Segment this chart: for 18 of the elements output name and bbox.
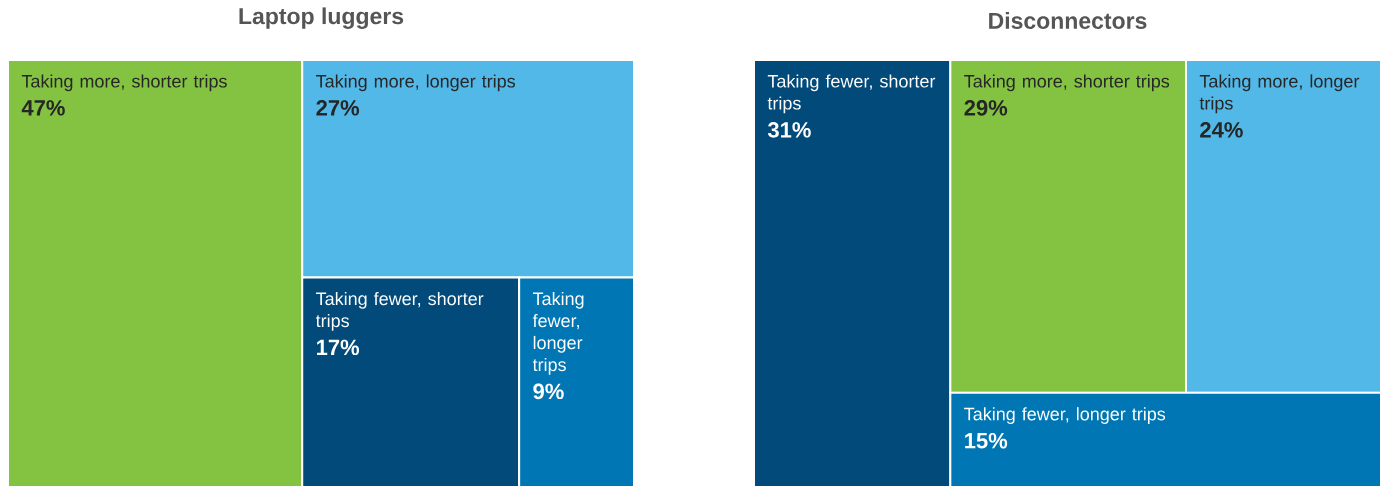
category-label: Taking fewer, longer trips	[964, 407, 1166, 424]
category-label: Taking more, shorter trips	[964, 74, 1170, 92]
data-label: 31%	[767, 122, 811, 138]
data-label: 47%	[21, 100, 65, 116]
category-label: Taking more, shorter trips	[21, 74, 227, 92]
category-label: Taking more, longer trips	[1199, 74, 1360, 114]
category-label: Taking fewer, shorter trips	[315, 291, 484, 331]
category-label: Taking fewer, longer trips	[532, 291, 584, 375]
text: Disconnectors	[989, 12, 1147, 29]
category-label: Taking fewer, shorter trips	[767, 74, 936, 114]
text: Laptop luggers	[239, 7, 404, 29]
data-label: 27%	[316, 100, 360, 116]
data-label: 17%	[317, 339, 360, 356]
data-label: 15%	[965, 432, 1008, 449]
category-label: Taking more, longer trips	[316, 74, 516, 92]
data-label: 9%	[533, 383, 564, 400]
data-label: 24%	[1200, 122, 1243, 138]
data-label: 29%	[964, 100, 1008, 116]
